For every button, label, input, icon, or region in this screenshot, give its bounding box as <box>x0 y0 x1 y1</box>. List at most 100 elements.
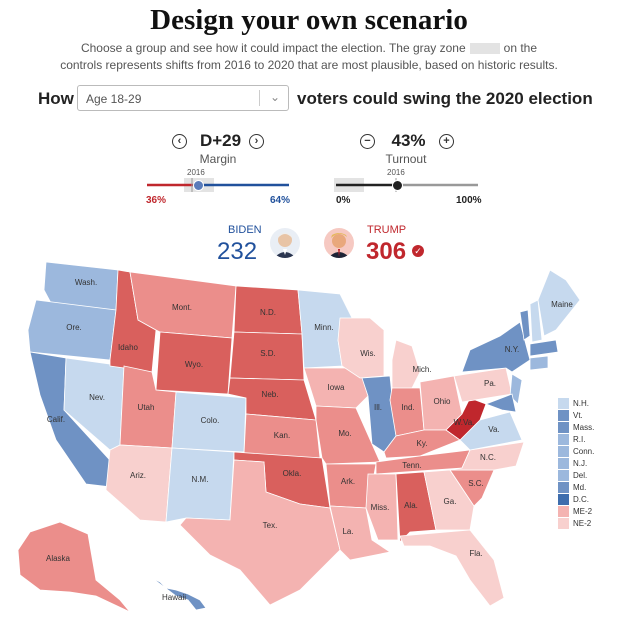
legend-label: Del. <box>573 471 588 480</box>
state-miss <box>365 473 399 541</box>
sentence-rest: voters could swing the 2020 election <box>297 89 593 108</box>
turnout-left-end: 0% <box>336 195 351 206</box>
state-vt <box>519 309 531 341</box>
state-mass <box>529 339 559 357</box>
state-hawaii <box>151 577 207 611</box>
margin-decrease-button[interactable]: ‹ <box>172 134 187 149</box>
label-mont: Mont. <box>172 303 192 312</box>
margin-2016-label: 2016 <box>187 168 205 177</box>
gray-zone-swatch <box>469 43 500 55</box>
legend-swatch[interactable] <box>558 434 569 445</box>
label-ohio: Ohio <box>434 397 451 406</box>
state-ala <box>395 471 437 543</box>
margin-label: Margin <box>199 152 237 166</box>
label-ark: Ark. <box>341 477 355 486</box>
turnout-value: 43% <box>391 131 426 150</box>
legend-swatch[interactable] <box>558 518 569 529</box>
label-tenn: Tenn. <box>402 461 422 470</box>
state-ore <box>27 299 117 361</box>
margin-left-end: 36% <box>146 195 167 206</box>
label-minn: Minn. <box>314 323 334 332</box>
state-nm <box>165 447 235 523</box>
label-nd: N.D. <box>260 308 276 317</box>
state-fla <box>399 529 505 607</box>
legend-swatch[interactable] <box>558 506 569 517</box>
label-colo: Colo. <box>201 416 220 425</box>
legend-label: Md. <box>573 483 587 492</box>
state-ind <box>389 387 425 437</box>
state-mo <box>315 405 381 465</box>
margin-slider-handle[interactable] <box>193 180 204 191</box>
label-ky: Ky. <box>417 439 428 448</box>
legend-label: R.I. <box>573 435 586 444</box>
trump-name: TRUMP <box>367 224 407 236</box>
legend-swatch[interactable] <box>558 470 569 481</box>
legend-swatch[interactable] <box>558 494 569 505</box>
state-conn <box>529 355 549 371</box>
label-sc: S.C. <box>468 479 484 488</box>
label-idaho: Idaho <box>118 343 139 352</box>
biden-name: BIDEN <box>228 224 262 236</box>
legend-label: Vt. <box>573 411 583 420</box>
turnout-increase-button[interactable]: + <box>439 134 454 149</box>
label-calif: Calif. <box>47 415 65 424</box>
label-mo: Mo. <box>338 429 351 438</box>
legend-swatch[interactable] <box>558 458 569 469</box>
label-utah: Utah <box>138 403 155 412</box>
turnout-right-end: 100% <box>456 195 482 206</box>
turnout-label: Turnout <box>385 152 427 166</box>
label-ny: N.Y. <box>505 345 520 354</box>
legend-swatch[interactable] <box>558 410 569 421</box>
label-ala: Ala. <box>404 501 418 510</box>
trump-avatar <box>324 228 354 258</box>
legend-swatch[interactable] <box>558 446 569 457</box>
group-select[interactable]: Age 18-29 ⌄ <box>77 85 289 111</box>
subtitle: Choose a group and see how it could impa… <box>60 40 558 74</box>
label-nev: Nev. <box>89 393 105 402</box>
label-tex: Tex. <box>263 521 278 530</box>
biden-avatar <box>270 228 300 258</box>
legend-swatch[interactable] <box>558 422 569 433</box>
label-wva: W.Va. <box>454 418 475 427</box>
label-wis: Wis. <box>360 349 376 358</box>
label-wyo: Wyo. <box>185 360 203 369</box>
state-nh <box>529 299 543 343</box>
state-alaska <box>17 521 131 613</box>
legend-label: NE-2 <box>573 519 592 528</box>
subtitle-part-b: on the controls represents shifts from 2… <box>60 41 558 72</box>
label-nm: N.M. <box>192 475 209 484</box>
trump-votes: 306 <box>366 238 407 265</box>
legend-swatch[interactable] <box>558 482 569 493</box>
margin-right-end: 64% <box>270 195 291 206</box>
state-ny <box>461 321 531 373</box>
label-ore: Ore. <box>66 323 82 332</box>
label-mich: Mich. <box>412 365 431 374</box>
how-label: How <box>38 89 74 108</box>
label-sd: S.D. <box>260 349 276 358</box>
label-ariz: Ariz. <box>130 471 146 480</box>
label-va: Va. <box>488 425 499 434</box>
winner-check-icon: ✓ <box>412 245 424 257</box>
label-neb: Neb. <box>262 390 279 399</box>
turnout-2016-label: 2016 <box>387 168 405 177</box>
label-nc: N.C. <box>480 453 496 462</box>
legend-label: D.C. <box>573 495 589 504</box>
state-md <box>484 393 517 413</box>
label-hawaii: Hawaii <box>162 593 186 602</box>
subtitle-part-a: Choose a group and see how it could impa… <box>80 41 466 55</box>
state-ariz <box>105 444 173 523</box>
label-pa: Pa. <box>484 379 496 388</box>
legend-swatch[interactable] <box>558 398 569 409</box>
label-ill: Ill. <box>374 403 382 412</box>
chevron-down-icon: ⌄ <box>269 90 280 104</box>
label-fla: Fla. <box>469 549 482 558</box>
legend-label: Conn. <box>573 447 595 456</box>
label-iowa: Iowa <box>328 383 345 392</box>
turnout-decrease-button[interactable]: − <box>360 134 375 149</box>
select-divider <box>259 90 260 106</box>
label-ga: Ga. <box>444 497 457 506</box>
state-maine <box>537 269 581 337</box>
margin-increase-button[interactable]: › <box>249 134 264 149</box>
turnout-slider-handle[interactable] <box>392 180 403 191</box>
